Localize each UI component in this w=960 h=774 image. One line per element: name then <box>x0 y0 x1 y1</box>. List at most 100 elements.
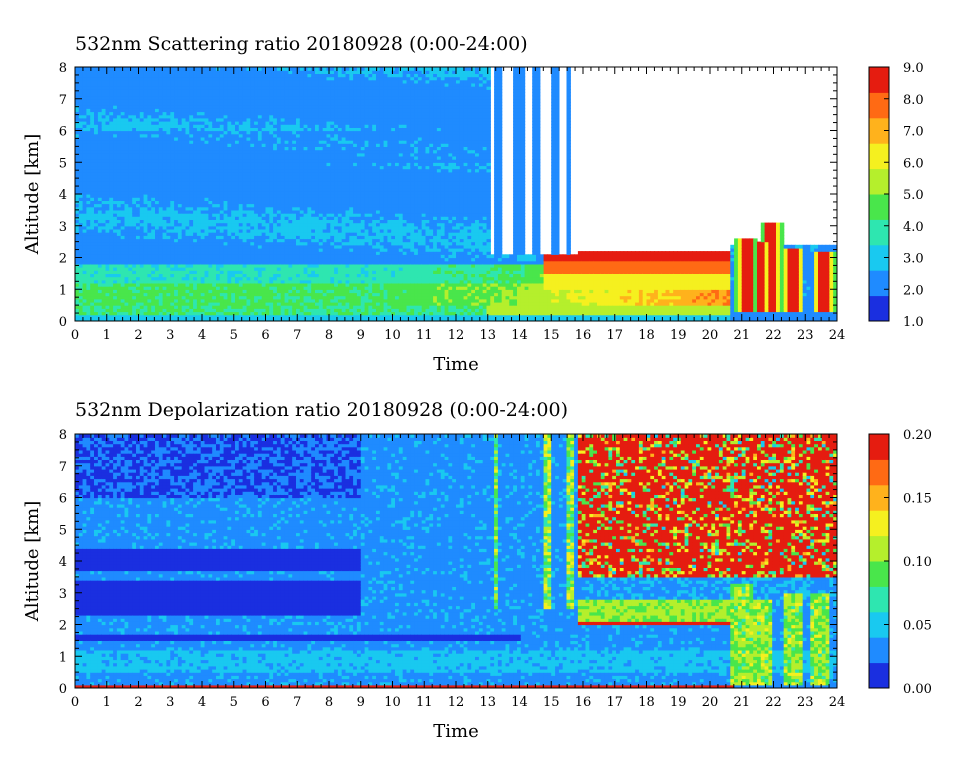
x-tick-label: 12 <box>448 695 465 710</box>
colorbar-segment <box>869 459 889 485</box>
x-tick-label: 1 <box>103 328 111 343</box>
colorbar-tick-label: 0.05 <box>903 619 932 634</box>
y-tick-label: 4 <box>59 555 67 570</box>
x-tick-label: 15 <box>543 695 560 710</box>
y-tick-label: 4 <box>59 188 67 203</box>
colorbar-tick-label: 4.0 <box>903 220 924 235</box>
x-tick-label: 15 <box>543 328 560 343</box>
colorbar-segment <box>869 219 889 245</box>
colorbar-segment <box>869 169 889 195</box>
x-tick-label: 4 <box>198 328 206 343</box>
colorbar-segment <box>869 270 889 296</box>
panel1-xlabel: Time <box>433 354 478 375</box>
colorbar-tick-label: 9.0 <box>903 61 924 76</box>
x-tick-label: 21 <box>733 695 750 710</box>
x-tick-label: 10 <box>384 328 401 343</box>
x-tick-label: 22 <box>765 695 782 710</box>
x-tick-label: 9 <box>357 695 365 710</box>
y-tick-label: 3 <box>59 220 67 235</box>
x-tick-label: 13 <box>479 328 496 343</box>
colorbar-tick-label: 3.0 <box>903 252 924 267</box>
panel2-colorbar: 0.00 0.05 0.10 0.15 0.20 <box>869 428 932 697</box>
y-tick-label: 7 <box>59 460 67 475</box>
x-tick-label: 12 <box>448 328 465 343</box>
colorbar-tick-label: 1.0 <box>903 315 924 330</box>
x-tick-label: 0 <box>71 328 79 343</box>
colorbar-segment <box>869 92 889 118</box>
x-tick-label: 17 <box>606 328 623 343</box>
y-tick-label: 6 <box>59 125 67 140</box>
x-tick-label: 8 <box>325 328 333 343</box>
x-tick-label: 19 <box>670 328 687 343</box>
colorbar-segment <box>869 663 889 689</box>
colorbar-segment <box>869 637 889 663</box>
colorbar-segment <box>869 143 889 169</box>
y-tick-label: 8 <box>59 428 67 443</box>
y-tick-label: 8 <box>59 61 67 76</box>
x-tick-label: 3 <box>166 328 174 343</box>
x-tick-label: 16 <box>575 695 592 710</box>
y-tick-label: 3 <box>59 587 67 602</box>
x-tick-label: 17 <box>606 695 623 710</box>
x-tick-label: 14 <box>511 328 528 343</box>
panel2-title: 532nm Depolarization ratio 20180928 (0:0… <box>75 399 568 421</box>
x-tick-label: 21 <box>733 328 750 343</box>
x-tick-label: 7 <box>293 328 301 343</box>
y-tick-label: 2 <box>59 252 67 267</box>
panel1-title: 532nm Scattering ratio 20180928 (0:00-24… <box>75 33 528 55</box>
y-tick-label: 5 <box>59 523 67 538</box>
x-tick-label: 10 <box>384 695 401 710</box>
y-tick-label: 7 <box>59 93 67 108</box>
x-tick-label: 24 <box>829 695 846 710</box>
heatmap-field <box>75 431 838 689</box>
panel1-colorbar: 1.02.03.04.05.06.07.08.09.0 <box>869 61 924 330</box>
x-tick-label: 1 <box>103 695 111 710</box>
colorbar-tick-label: 7.0 <box>903 125 924 140</box>
colorbar-tick-label: 8.0 <box>903 93 924 108</box>
x-tick-label: 2 <box>134 328 142 343</box>
x-tick-label: 13 <box>479 695 496 710</box>
x-tick-label: 0 <box>71 695 79 710</box>
y-tick-label: 6 <box>59 492 67 507</box>
x-tick-label: 5 <box>230 328 238 343</box>
x-tick-label: 19 <box>670 695 687 710</box>
colorbar-segment <box>869 67 889 93</box>
panel2-xlabel: Time <box>433 721 478 742</box>
x-tick-label: 20 <box>702 695 719 710</box>
x-tick-label: 23 <box>797 328 814 343</box>
x-tick-label: 6 <box>261 328 269 343</box>
colorbar-segment <box>869 510 889 536</box>
x-tick-label: 3 <box>166 695 174 710</box>
x-tick-label: 7 <box>293 695 301 710</box>
colorbar-segment <box>869 194 889 220</box>
colorbar-segment <box>869 434 889 460</box>
y-tick-label: 0 <box>59 315 67 330</box>
colorbar-segment <box>869 561 889 587</box>
x-tick-label: 24 <box>829 328 846 343</box>
colorbar-tick-label: 2.0 <box>903 283 924 298</box>
x-tick-label: 16 <box>575 328 592 343</box>
x-tick-label: 4 <box>198 695 206 710</box>
colorbar-tick-label: 0.10 <box>903 555 932 570</box>
colorbar-tick-label: 6.0 <box>903 156 924 171</box>
y-tick-label: 1 <box>59 283 67 298</box>
panel1-ylabel: Altitude [km] <box>22 134 43 256</box>
heatmap-field <box>75 64 838 322</box>
x-tick-label: 2 <box>134 695 142 710</box>
y-tick-label: 5 <box>59 156 67 171</box>
x-tick-label: 14 <box>511 695 528 710</box>
y-tick-label: 2 <box>59 619 67 634</box>
y-tick-label: 0 <box>59 682 67 697</box>
y-tick-label: 1 <box>59 650 67 665</box>
colorbar-tick-label: 0.20 <box>903 428 932 443</box>
colorbar-segment <box>869 536 889 562</box>
colorbar-tick-label: 0.00 <box>903 682 932 697</box>
x-tick-label: 8 <box>325 695 333 710</box>
colorbar-segment <box>869 586 889 612</box>
x-tick-label: 20 <box>702 328 719 343</box>
colorbar-tick-label: 0.15 <box>903 492 932 507</box>
colorbar-segment <box>869 296 889 322</box>
